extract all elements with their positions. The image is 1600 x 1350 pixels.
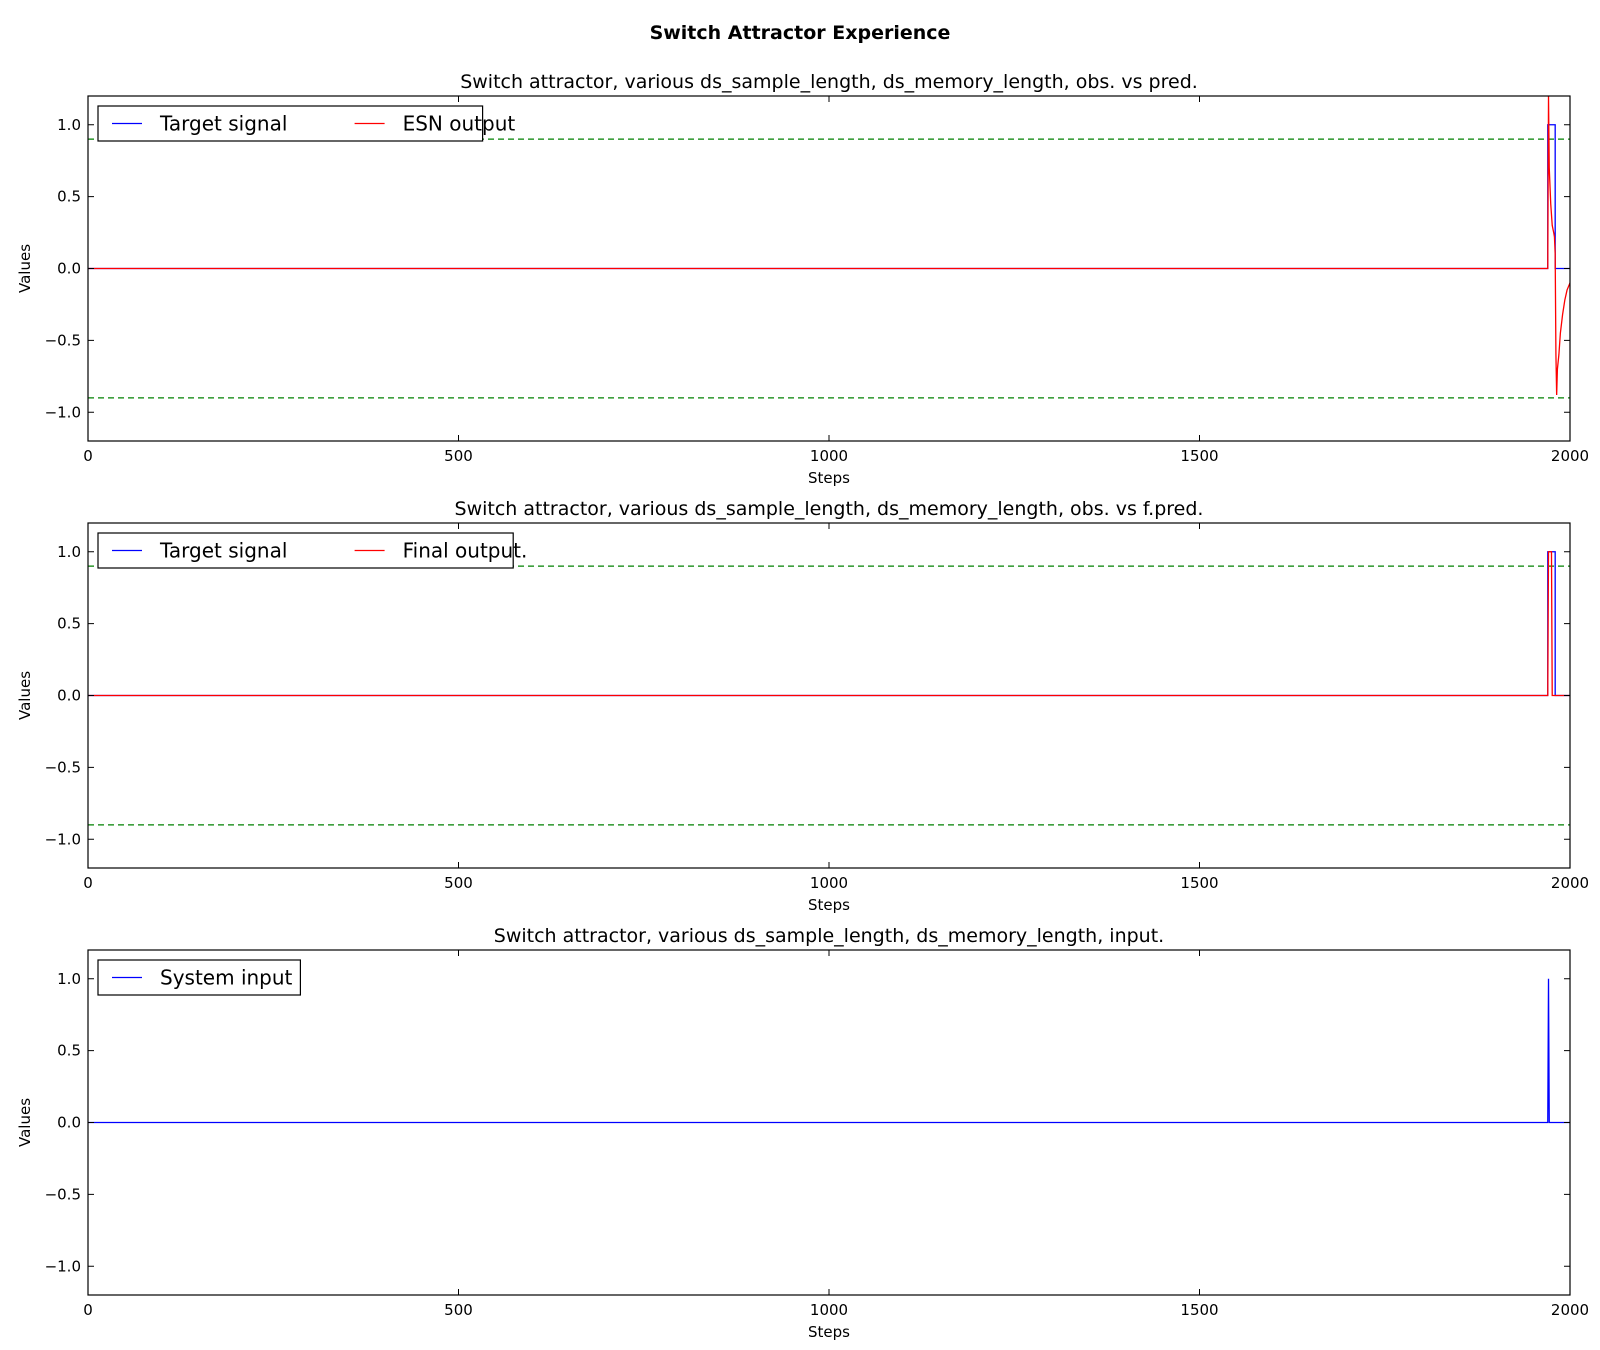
x-tick-label: 500 [444, 447, 473, 465]
x-tick-label: 1500 [1180, 447, 1218, 465]
x-tick-label: 2000 [1551, 874, 1589, 892]
legend-label: System input [160, 966, 293, 990]
y-tick-label: 0.0 [57, 687, 81, 705]
y-tick-label: −0.5 [45, 758, 81, 776]
series-line [88, 551, 1570, 697]
x-tick-label: 1000 [810, 1301, 848, 1319]
y-axis-label: Values [16, 671, 34, 720]
legend-box [97, 105, 484, 142]
chart-title: Switch attractor, various ds_sample_leng… [460, 71, 1198, 93]
x-tick-label: 1500 [1180, 874, 1218, 892]
y-axis-label: Values [16, 244, 34, 293]
y-tick-label: 0.5 [57, 188, 81, 206]
x-tick-label: 0 [83, 874, 93, 892]
x-tick-label: 2000 [1551, 1301, 1589, 1319]
y-tick-label: 1.0 [57, 543, 81, 561]
y-tick-label: 0.0 [57, 260, 81, 278]
y-axis-label: Values [16, 1098, 34, 1147]
x-axis-label: Steps [808, 469, 850, 487]
chart-title: Switch attractor, various ds_sample_leng… [494, 925, 1164, 947]
series-line [88, 96, 1570, 396]
y-tick-label: 1.0 [57, 116, 81, 134]
legend-label: ESN output [403, 112, 516, 136]
legend: Target signal Final output. [97, 532, 528, 569]
series-line [88, 124, 1570, 270]
x-tick-label: 0 [83, 1301, 93, 1319]
x-tick-label: 1000 [810, 447, 848, 465]
legend: Target signal ESN output [97, 105, 516, 142]
x-tick-label: 500 [444, 1301, 473, 1319]
x-tick-label: 0 [83, 447, 93, 465]
x-tick-label: 2000 [1551, 447, 1589, 465]
y-tick-label: −1.0 [45, 830, 81, 848]
y-tick-label: 0.5 [57, 615, 81, 633]
y-tick-label: −0.5 [45, 331, 81, 349]
legend-label: Final output. [403, 539, 528, 563]
legend-label: Target signal [159, 112, 287, 136]
x-tick-label: 1000 [810, 874, 848, 892]
y-tick-label: 1.0 [57, 970, 81, 988]
y-tick-label: −1.0 [45, 1257, 81, 1275]
x-axis-label: Steps [808, 1323, 850, 1341]
y-tick-label: 0.5 [57, 1042, 81, 1060]
figure-title: Switch Attractor Experience [649, 22, 951, 44]
chart-title: Switch attractor, various ds_sample_leng… [455, 498, 1204, 520]
y-tick-label: −0.5 [45, 1185, 81, 1203]
chart-panel-1: Switch attractor, various ds_sample_leng… [16, 71, 1589, 487]
x-axis-label: Steps [808, 896, 850, 914]
legend-label: Target signal [159, 539, 287, 563]
y-tick-label: −1.0 [45, 403, 81, 421]
y-tick-label: 0.0 [57, 1114, 81, 1132]
x-tick-label: 1500 [1180, 1301, 1218, 1319]
series-line [88, 551, 1570, 697]
x-tick-label: 500 [444, 874, 473, 892]
series-line [88, 978, 1570, 1124]
legend-box [97, 532, 514, 569]
chart-panel-2: Switch attractor, various ds_sample_leng… [16, 498, 1589, 914]
chart-panel-3: Switch attractor, various ds_sample_leng… [16, 925, 1589, 1341]
legend: System input [97, 959, 301, 996]
